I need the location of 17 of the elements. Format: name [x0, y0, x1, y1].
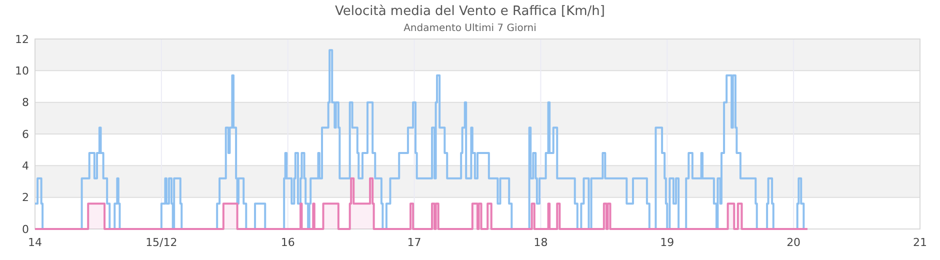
y-tick-label: 0	[22, 222, 29, 236]
chart-title: Velocità media del Vento e Raffica [Km/h]	[335, 4, 605, 19]
y-tick-label: 2	[22, 191, 29, 204]
x-tick-label: 15/12	[146, 236, 178, 249]
x-tick-label: 19	[660, 236, 674, 249]
chart-subtitle: Andamento Ultimi 7 Giorni	[404, 23, 536, 34]
y-tick-label: 4	[22, 160, 29, 173]
y-tick-label: 8	[22, 96, 29, 110]
x-tick-label: 16	[280, 236, 295, 249]
x-tick-label: 20	[786, 236, 801, 249]
y-tick-label: 6	[22, 128, 29, 141]
x-tick-label: 21	[913, 236, 927, 249]
y-tick-label: 10	[15, 64, 29, 78]
x-tick-label: 18	[534, 236, 548, 249]
x-tick-label: 17	[407, 236, 422, 249]
y-tick-label: 12	[15, 32, 29, 46]
x-tick-label: 14	[28, 236, 42, 249]
